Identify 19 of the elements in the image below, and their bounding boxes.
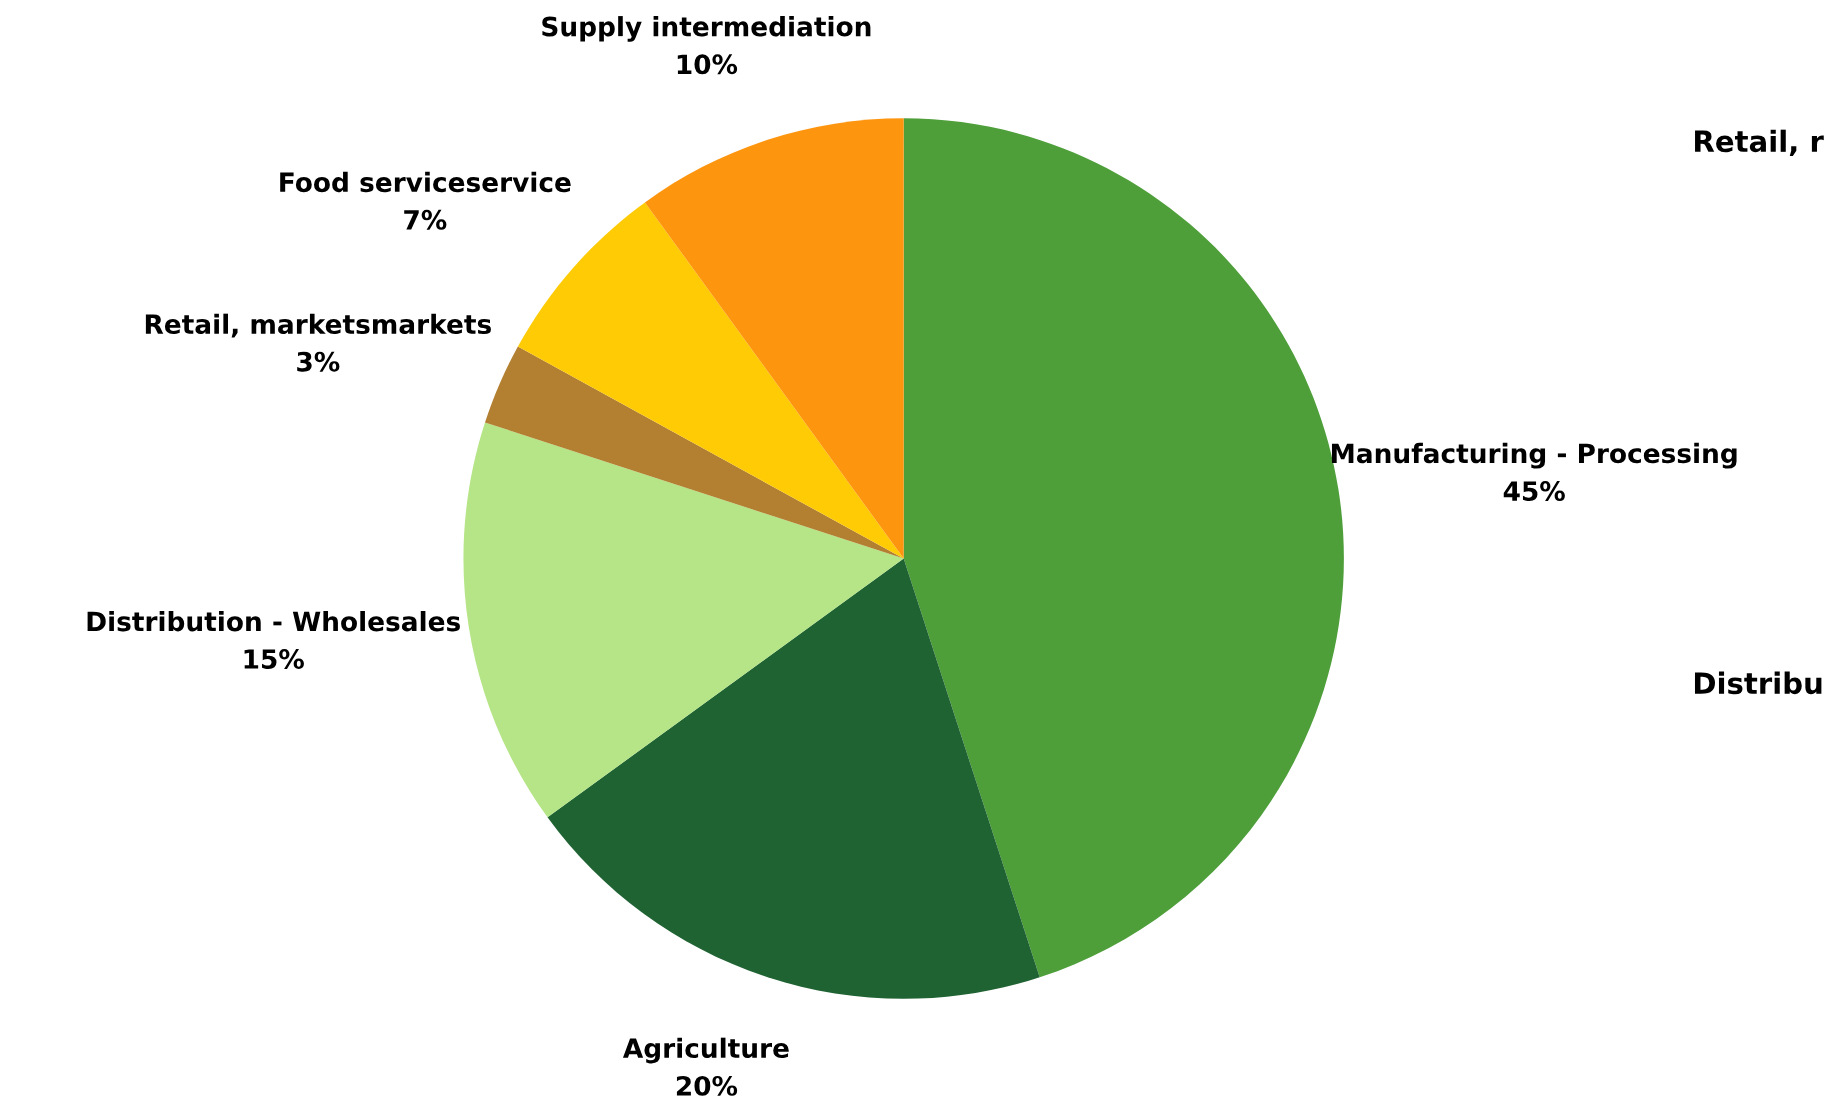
slice-label: Agriculture xyxy=(622,1037,789,1064)
data-label: 15% xyxy=(244,649,304,669)
pie-slice xyxy=(644,118,904,559)
data-label: 45% xyxy=(1503,481,1565,502)
data-label: 10% xyxy=(677,54,738,75)
pie-slice xyxy=(517,202,904,559)
pie-slice xyxy=(463,422,904,818)
slice-label: Manufacturing - Processing xyxy=(1331,442,1737,469)
pie-slice xyxy=(547,558,1040,999)
data-label: 20% xyxy=(676,1075,738,1096)
text: Distribu xyxy=(1694,671,1822,695)
slice-label: Retail, marketsmarkets xyxy=(145,313,491,338)
data-label: 3% xyxy=(297,351,340,372)
slice-label: Food serviceservice xyxy=(280,171,571,193)
text: Retail, r xyxy=(1695,129,1824,156)
data-label: 7% xyxy=(404,209,447,230)
pie-slice xyxy=(484,346,904,559)
slice-label: Distribution - Wholesales xyxy=(87,610,460,632)
slice-label: Supply intermediation xyxy=(542,16,871,42)
